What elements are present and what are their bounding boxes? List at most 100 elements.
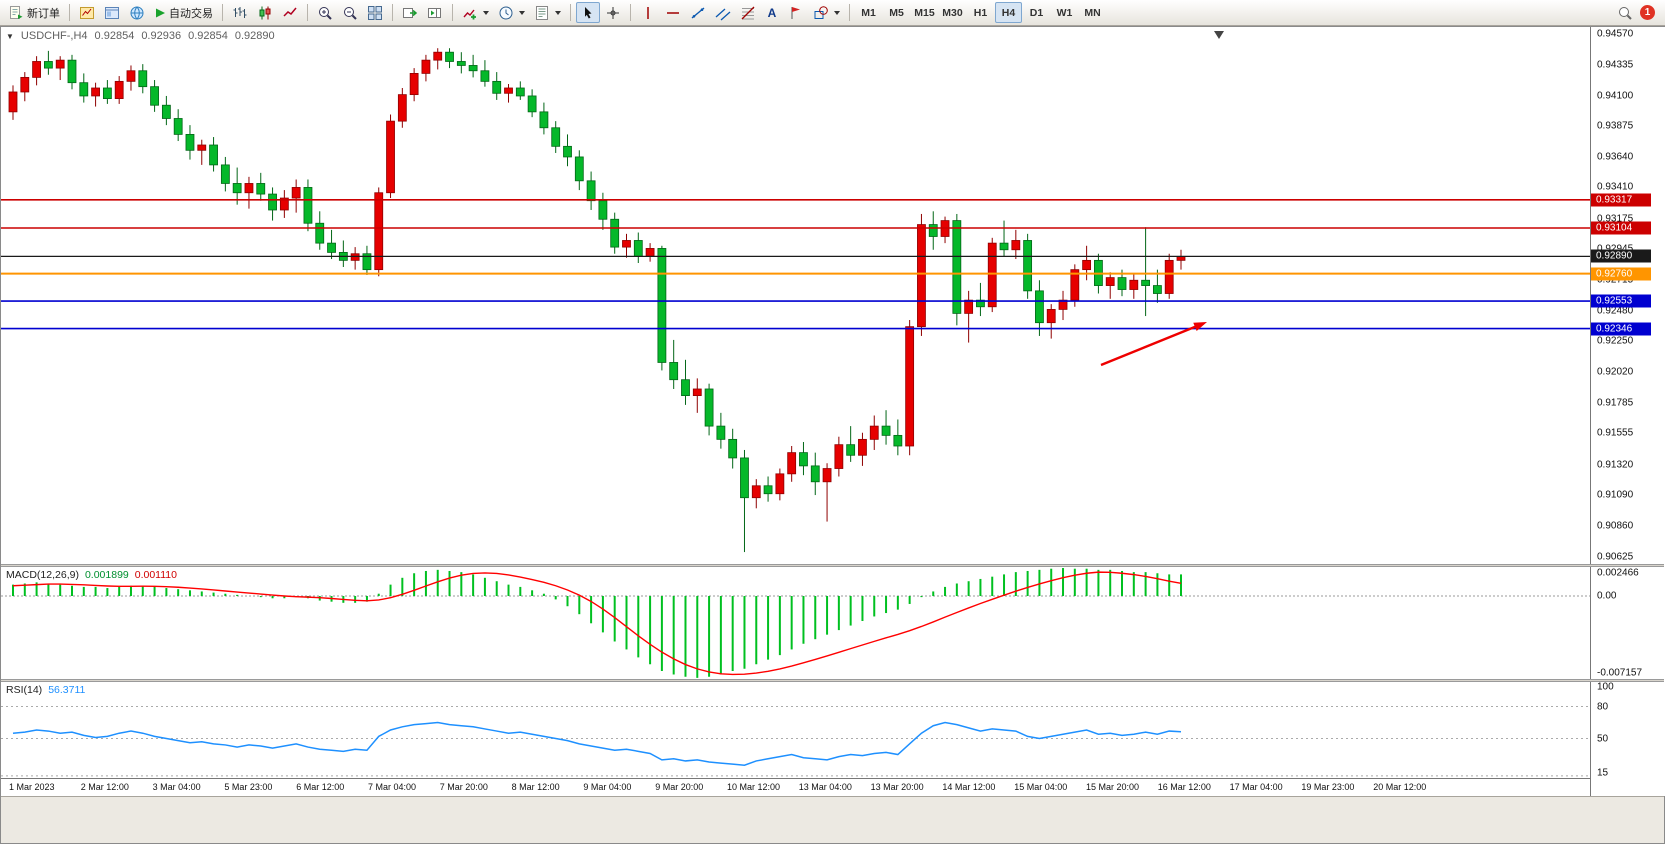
timeframe-group: M1 M5 M15 M30 H1 H4 D1 W1 MN — [855, 2, 1106, 23]
axis-label: 0.91785 — [1597, 397, 1634, 409]
timeframe-button-d1[interactable]: D1 — [1023, 2, 1050, 23]
periods-button[interactable] — [494, 2, 529, 23]
crosshair-tool-button[interactable] — [601, 2, 625, 23]
candle — [185, 134, 195, 151]
timeframe-button-w1[interactable]: W1 — [1051, 2, 1078, 23]
timeframe-button-m30[interactable]: M30 — [939, 2, 966, 23]
candle — [362, 253, 372, 271]
notification-badge[interactable]: 1 — [1640, 5, 1655, 20]
time-axis-label: 13 Mar 20:00 — [870, 782, 924, 792]
auto-trading-button[interactable]: 自动交易 — [150, 2, 217, 23]
panel-separator[interactable] — [1, 679, 1664, 682]
new-order-button[interactable]: 新订单 — [4, 2, 64, 23]
candle — [669, 362, 679, 381]
candle — [8, 91, 18, 113]
rsi-panel[interactable]: RSI(14) 56.3711 — [1, 682, 1590, 778]
trend-arrow-head — [1193, 322, 1207, 332]
timeframe-button-h1[interactable]: H1 — [967, 2, 994, 23]
candle — [976, 299, 985, 308]
zoom-out-button[interactable] — [338, 2, 362, 23]
zoom-out-icon — [344, 6, 357, 20]
candle — [209, 144, 218, 166]
auto-scroll-button[interactable] — [398, 2, 422, 23]
candle — [409, 73, 419, 96]
candle — [763, 485, 773, 495]
toolbar-separator — [849, 4, 850, 21]
axis-label: 80 — [1597, 701, 1609, 713]
macd-panel[interactable]: MACD(12,26,9) 0.001899 0.001110 — [1, 567, 1590, 679]
time-axis[interactable]: 1 Mar 2023 2 Mar 12:00 3 Mar 04:00 5 Mar 23… — [1, 778, 1664, 796]
shapes-icon — [814, 5, 828, 19]
one-click-trading-toggle[interactable]: ▼ — [6, 31, 14, 41]
candle — [150, 86, 159, 106]
zoom-in-button[interactable] — [313, 2, 337, 23]
candle — [633, 240, 643, 257]
axis-label: 50 — [1597, 733, 1609, 745]
timeframe-button-mn[interactable]: MN — [1079, 2, 1106, 23]
candle — [704, 388, 714, 427]
tile-windows-button[interactable] — [363, 2, 387, 23]
timeframe-button-m5[interactable]: M5 — [883, 2, 910, 23]
candle — [303, 187, 313, 224]
bar-chart-button[interactable] — [228, 2, 252, 23]
macd-name: MACD(12,26,9) — [6, 569, 79, 581]
trendline-icon — [691, 6, 705, 19]
fibonacci-tool-button[interactable] — [736, 2, 760, 23]
macd-main-value: 0.001899 — [84, 569, 129, 581]
search-icon[interactable] — [1617, 5, 1633, 21]
time-axis-label: 5 Mar 23:00 — [224, 782, 273, 792]
timeframe-button-h4[interactable]: H4 — [995, 2, 1022, 23]
community-button[interactable] — [125, 2, 149, 23]
axis-label: -0.007157 — [1597, 667, 1643, 679]
trendline-tool-button[interactable] — [686, 2, 710, 23]
candle — [291, 187, 301, 199]
arrows-tool-button[interactable] — [784, 2, 808, 23]
candle — [126, 70, 136, 82]
panel-separator[interactable] — [1, 564, 1664, 567]
candle — [197, 144, 207, 151]
candlestick-chart-button[interactable] — [253, 2, 277, 23]
time-axis-label: 7 Mar 04:00 — [368, 782, 417, 792]
line-chart-icon — [283, 7, 297, 17]
rsi-plot — [1, 706, 1590, 777]
time-axis-label: 9 Mar 20:00 — [655, 782, 704, 792]
cursor-tool-button[interactable] — [576, 2, 600, 23]
time-axis-label: 9 Mar 04:00 — [583, 782, 632, 792]
price-chart-panel[interactable]: ▼ USDCHF-,H4 0.92854 0.92936 0.92854 0.9… — [1, 27, 1590, 564]
profiles-button[interactable] — [100, 2, 124, 23]
play-icon — [156, 8, 165, 17]
clock-icon — [499, 6, 513, 19]
chart-shift-button[interactable] — [423, 2, 447, 23]
open-value: 0.92854 — [94, 30, 135, 42]
candle — [1035, 290, 1044, 324]
chart-window: ▼ USDCHF-,H4 0.92854 0.92936 0.92854 0.9… — [0, 26, 1665, 844]
price-axis[interactable]: 0.94570 0.94335 0.94100 0.93875 0.93640 0.934… — [1590, 27, 1665, 796]
candle — [1105, 277, 1115, 286]
timeframe-button-m1[interactable]: M1 — [855, 2, 882, 23]
toolbar-separator — [69, 4, 70, 21]
cursor-icon — [585, 6, 592, 18]
time-axis-label: 15 Mar 04:00 — [1014, 782, 1068, 792]
candle — [102, 87, 112, 99]
new-chart-button[interactable] — [75, 2, 99, 23]
horizontal-line-tool-button[interactable] — [661, 2, 685, 23]
candle — [822, 468, 832, 483]
indicators-button[interactable] — [458, 2, 493, 23]
indicators-icon — [463, 9, 476, 19]
vertical-line-tool-button[interactable] — [636, 2, 660, 23]
templates-button[interactable] — [530, 2, 565, 23]
fibonacci-icon — [741, 6, 755, 19]
candle — [79, 82, 89, 97]
price-tag: 0.92890 — [1591, 249, 1651, 263]
candle — [374, 192, 384, 271]
text-tool-button[interactable]: A — [761, 2, 783, 23]
channel-tool-button[interactable] — [711, 2, 735, 23]
line-chart-button[interactable] — [278, 2, 302, 23]
shapes-tool-button[interactable] — [809, 2, 844, 23]
timeframe-button-m15[interactable]: M15 — [911, 2, 938, 23]
candle — [1011, 240, 1021, 251]
rsi-line — [12, 721, 1182, 766]
candle — [244, 183, 254, 194]
price-tag: 0.92760 — [1591, 267, 1651, 281]
